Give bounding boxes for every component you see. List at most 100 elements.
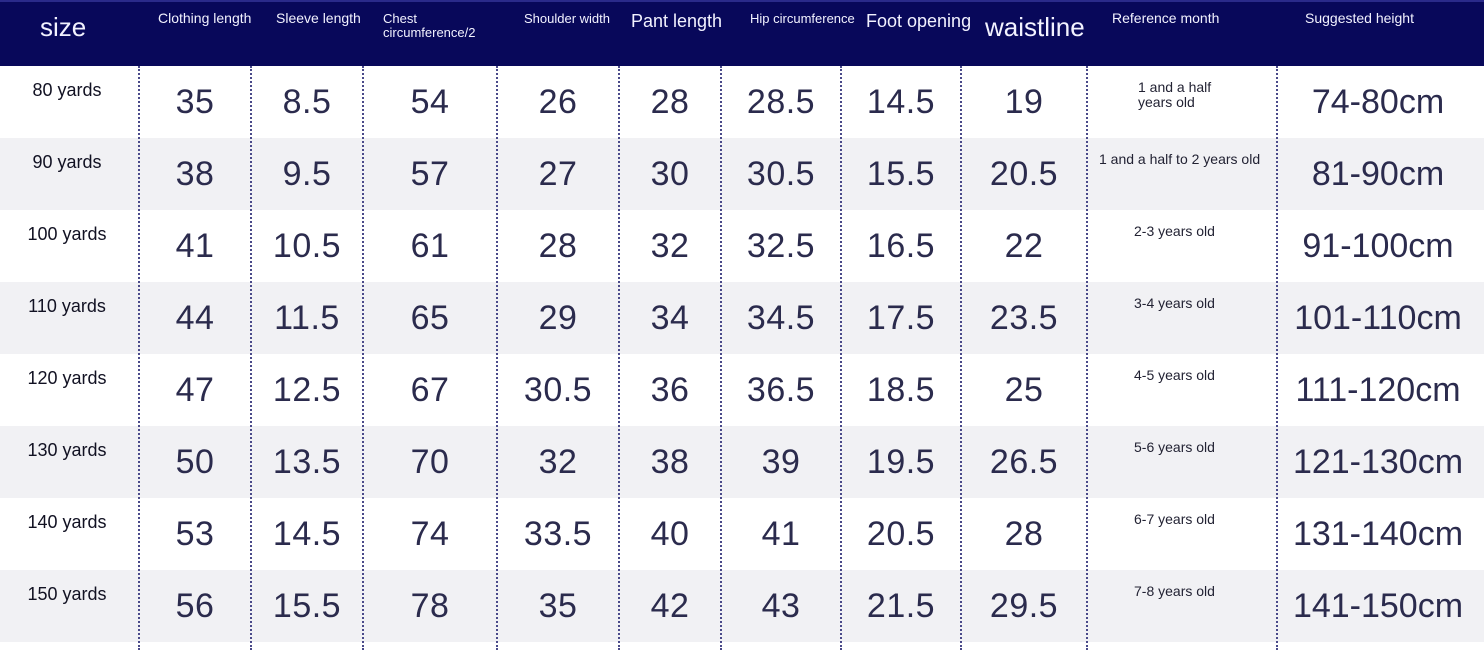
suggested-height-cell: 101-110cm	[1294, 299, 1462, 337]
size-cell: 90 yards	[32, 152, 102, 172]
measurement-cell: 32.5	[746, 227, 816, 265]
measurement-cell: 56	[175, 587, 215, 625]
measurement-cell: 15.5	[866, 155, 936, 193]
column-divider	[960, 66, 962, 650]
measurement-cell: 22	[1004, 227, 1044, 265]
size-cell: 80 yards	[32, 80, 102, 100]
measurement-cell: 29.5	[989, 587, 1059, 625]
measurement-cell: 78	[410, 587, 450, 625]
measurement-cell: 57	[410, 155, 450, 193]
header-clothing-length: Clothing length	[158, 10, 252, 26]
suggested-height-cell: 121-130cm	[1292, 443, 1464, 481]
measurement-cell: 26.5	[989, 443, 1059, 481]
measurement-cell: 14.5	[866, 83, 936, 121]
measurement-cell: 14.5	[272, 515, 342, 553]
table-row: 100 yards 41 10.5 61 28 32 32.5 16.5 22 2-3 years…	[0, 210, 1484, 282]
measurement-cell: 33.5	[523, 515, 593, 553]
suggested-height-cell: 141-150cm	[1292, 587, 1464, 625]
measurement-cell: 32	[650, 227, 690, 265]
measurement-cell: 35	[175, 83, 215, 121]
measurement-cell: 18.5	[866, 371, 936, 409]
header-reference-month: Reference month	[1112, 10, 1220, 26]
measurement-cell: 38	[650, 443, 690, 481]
measurement-cell: 65	[410, 299, 450, 337]
suggested-height-cell: 81-90cm	[1311, 155, 1445, 193]
header-size: size	[40, 12, 87, 42]
measurement-cell: 54	[410, 83, 450, 121]
measurement-cell: 28.5	[746, 83, 816, 121]
measurement-cell: 39	[761, 443, 801, 481]
column-divider	[138, 66, 140, 650]
column-divider	[362, 66, 364, 650]
measurement-cell: 70	[410, 443, 450, 481]
measurement-cell: 50	[175, 443, 215, 481]
suggested-height-cell: 74-80cm	[1311, 83, 1445, 121]
table-row: 120 yards 47 12.5 67 30.5 36 36.5 18.5 25 4-5 yea…	[0, 354, 1484, 426]
header-foot-opening: Foot opening	[866, 11, 972, 31]
measurement-cell: 30	[650, 155, 690, 193]
header-shoulder-width: Shoulder width	[524, 11, 610, 26]
size-cell: 100 yards	[27, 224, 107, 244]
table-row: 130 yards 50 13.5 70 32 38 39 19.5 26.5 5-6 years…	[0, 426, 1484, 498]
measurement-cell: 12.5	[272, 371, 342, 409]
reference-month-cell: 7-8 years old	[1134, 583, 1215, 599]
reference-month-cell: 2-3 years old	[1134, 223, 1215, 239]
measurement-cell: 34	[650, 299, 690, 337]
header-pant-length: Pant length	[631, 11, 723, 31]
measurement-cell: 30.5	[523, 371, 593, 409]
measurement-cell: 41	[761, 515, 801, 553]
column-divider	[618, 66, 620, 650]
measurement-cell: 43	[761, 587, 801, 625]
measurement-cell: 17.5	[866, 299, 936, 337]
column-divider	[250, 66, 252, 650]
measurement-cell: 11.5	[274, 299, 340, 337]
measurement-cell: 47	[175, 371, 215, 409]
column-divider	[720, 66, 722, 650]
measurement-cell: 20.5	[866, 515, 936, 553]
measurement-cell: 27	[538, 155, 578, 193]
table-row: 90 yards 38 9.5 57 27 30 30.5 15.5 20.5 1 and a h…	[0, 138, 1484, 210]
header-chest-circumference: Chest circumference/2	[383, 11, 476, 40]
header-hip-circumference: Hip circumference	[750, 11, 855, 26]
measurement-cell: 28	[538, 227, 578, 265]
reference-month-cell: 6-7 years old	[1134, 511, 1215, 527]
measurement-cell: 74	[410, 515, 450, 553]
reference-month-cell: 3-4 years old	[1134, 295, 1215, 311]
measurement-cell: 26	[538, 83, 578, 121]
reference-month-cell: 5-6 years old	[1134, 439, 1215, 455]
measurement-cell: 15.5	[272, 587, 342, 625]
table-header: size Clothing length Sleeve length Chest…	[0, 0, 1484, 66]
measurement-cell: 36	[650, 371, 690, 409]
measurement-cell: 20.5	[989, 155, 1059, 193]
measurement-cell: 8.5	[282, 83, 332, 121]
measurement-cell: 19	[1004, 83, 1044, 121]
measurement-cell: 16.5	[866, 227, 936, 265]
measurement-cell: 32	[538, 443, 578, 481]
measurement-cell: 40	[650, 515, 690, 553]
suggested-height-cell: 91-100cm	[1302, 227, 1454, 265]
table-row: 140 yards 53 14.5 74 33.5 40 41 20.5 28 6-7 years…	[0, 498, 1484, 570]
size-cell: 130 yards	[27, 440, 107, 460]
reference-month-cell: 1 and a half years old	[1138, 79, 1212, 110]
reference-month-cell: 1 and a half to 2 years old	[1099, 151, 1261, 167]
measurement-cell: 67	[410, 371, 450, 409]
measurement-cell: 38	[175, 155, 215, 193]
measurement-cell: 61	[410, 227, 450, 265]
header-waistline: waistline	[985, 12, 1085, 42]
measurement-cell: 29	[538, 299, 578, 337]
measurement-cell: 28	[650, 83, 690, 121]
measurement-cell: 25	[1004, 371, 1044, 409]
measurement-cell: 19.5	[866, 443, 936, 481]
suggested-height-cell: 111-120cm	[1295, 371, 1461, 409]
measurement-cell: 44	[175, 299, 215, 337]
header-sleeve-length: Sleeve length	[276, 10, 361, 26]
table-row: 110 yards 44 11.5 65 29 34 34.5 17.5 23.5 3-4 yea…	[0, 282, 1484, 354]
size-cell: 140 yards	[27, 512, 107, 532]
measurement-cell: 53	[175, 515, 215, 553]
suggested-height-cell: 131-140cm	[1292, 515, 1464, 553]
measurement-cell: 41	[175, 227, 215, 265]
measurement-cell: 35	[538, 587, 578, 625]
measurement-cell: 21.5	[866, 587, 936, 625]
measurement-cell: 10.5	[272, 227, 342, 265]
